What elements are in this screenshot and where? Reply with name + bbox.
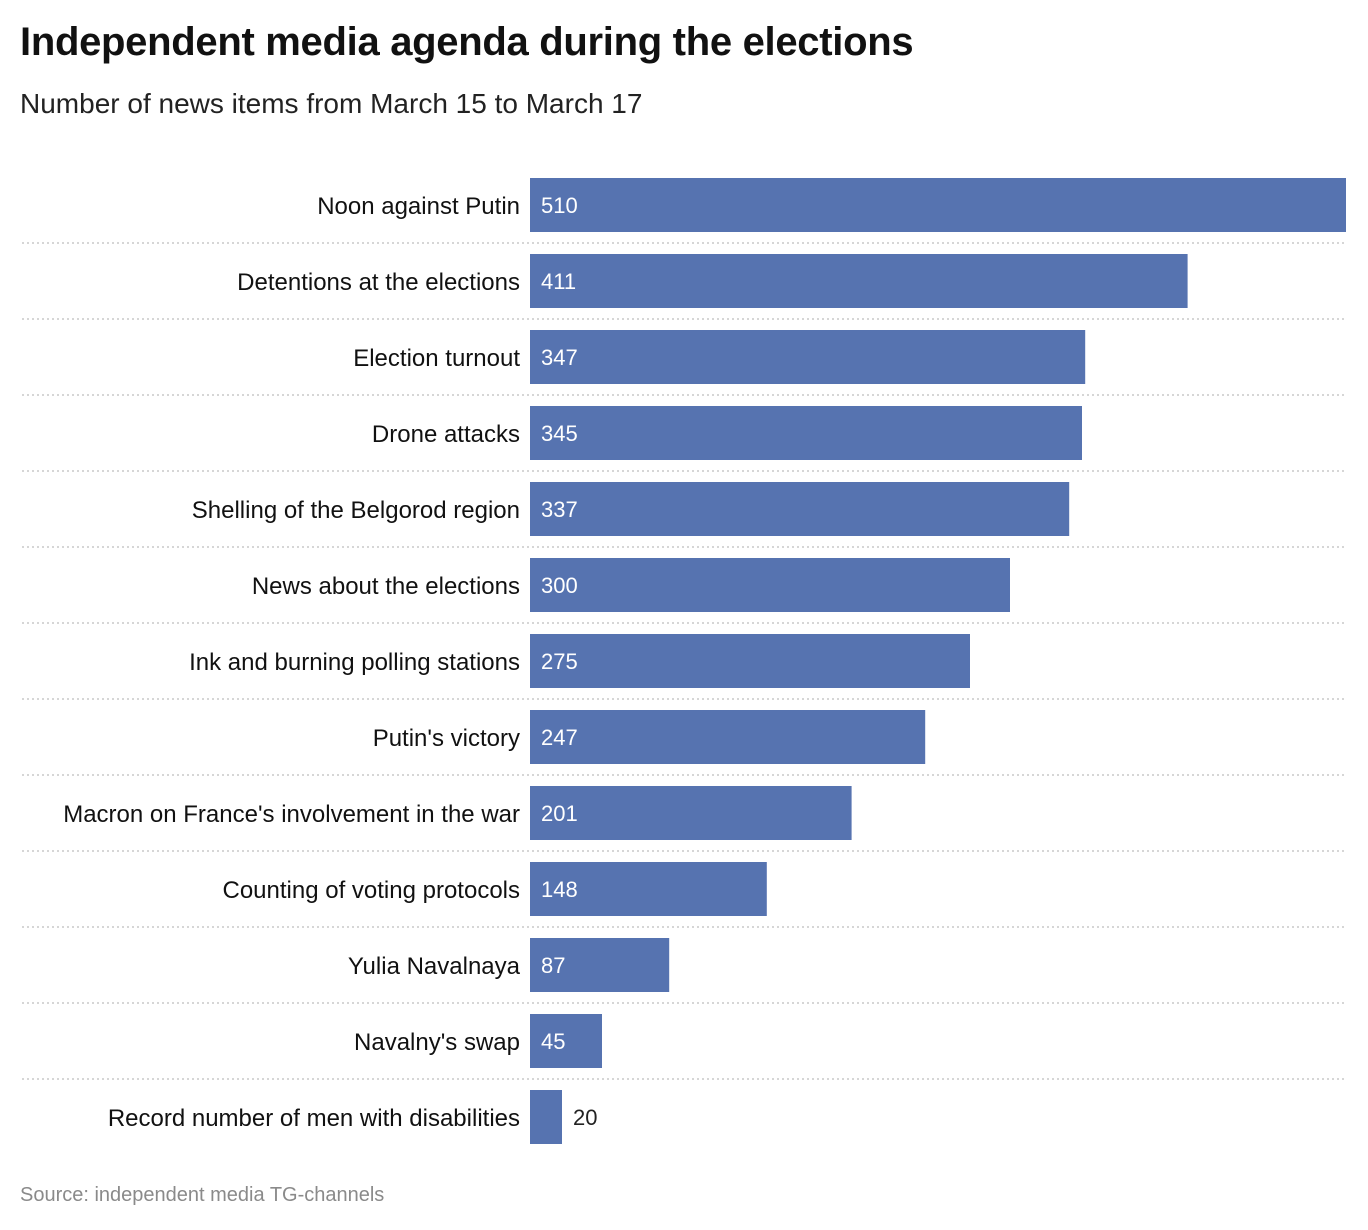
value-label: 345 (541, 421, 578, 446)
value-label: 275 (541, 649, 578, 674)
bar (530, 1090, 562, 1144)
category-label: Shelling of the Belgorod region (192, 497, 520, 524)
category-label: Counting of voting protocols (222, 877, 520, 904)
category-label: Noon against Putin (317, 193, 520, 220)
value-label: 20 (573, 1105, 597, 1130)
value-label: 87 (541, 953, 565, 978)
value-label: 45 (541, 1029, 565, 1054)
category-label: Record number of men with disabilities (108, 1105, 520, 1132)
category-label: Election turnout (353, 345, 520, 372)
category-label: Navalny's swap (354, 1029, 520, 1056)
value-label: 300 (541, 573, 578, 598)
category-label: Drone attacks (372, 421, 520, 448)
category-label: Macron on France's involvement in the wa… (63, 801, 520, 828)
bar (530, 786, 852, 840)
chart-title: Independent media agenda during the elec… (20, 20, 914, 64)
category-label: Putin's victory (373, 725, 520, 752)
bar (530, 634, 970, 688)
category-label: News about the elections (252, 573, 520, 600)
bar (530, 482, 1070, 536)
bar (530, 406, 1082, 460)
bar (530, 558, 1010, 612)
value-label: 247 (541, 725, 578, 750)
value-label: 347 (541, 345, 578, 370)
value-label: 148 (541, 877, 578, 902)
bar (530, 178, 1346, 232)
category-label: Yulia Navalnaya (348, 953, 521, 980)
bar (530, 710, 926, 764)
bar (530, 938, 670, 992)
bar (530, 254, 1188, 308)
category-label: Ink and burning polling stations (189, 649, 520, 676)
value-label: 337 (541, 497, 578, 522)
bar (530, 1014, 602, 1068)
bar (530, 862, 767, 916)
chart-subtitle: Number of news items from March 15 to Ma… (20, 88, 643, 119)
bar (530, 330, 1086, 384)
value-label: 201 (541, 801, 578, 826)
value-label: 510 (541, 193, 578, 218)
value-label: 411 (541, 269, 576, 294)
category-label: Detentions at the elections (237, 269, 520, 296)
source-note: Source: independent media TG-channels (20, 1184, 385, 1206)
